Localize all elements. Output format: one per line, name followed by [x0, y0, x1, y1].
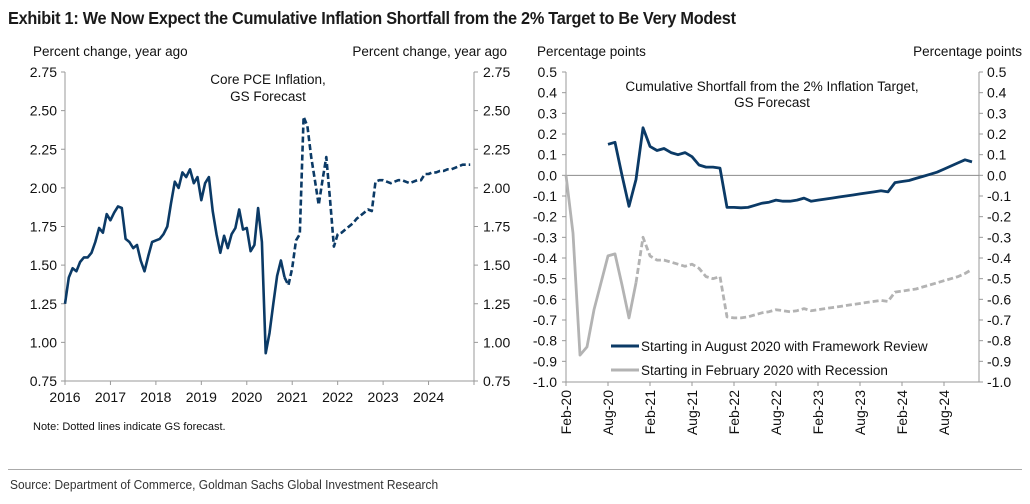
- y-tick-label-left: 2.25: [30, 141, 57, 157]
- left-chart-note: Note: Dotted lines indicate GS forecast.: [33, 421, 226, 433]
- y-tick-label-right: 0.5: [987, 64, 1007, 80]
- left-chart-title-line2: GS Forecast: [230, 89, 306, 104]
- y-tick-label-right: 0.4: [987, 85, 1007, 101]
- x-tick-label: Aug-22: [768, 390, 784, 435]
- y-tick-label-right: 2.50: [483, 103, 510, 119]
- x-tick-label: 2022: [322, 389, 353, 405]
- x-tick-label: Aug-20: [600, 390, 616, 435]
- y-tick-label-left: 1.50: [30, 257, 57, 273]
- x-tick-label: Feb-20: [558, 390, 574, 435]
- y-tick-label-left: 0.2: [538, 126, 558, 142]
- y-tick-label-left: 1.25: [30, 296, 57, 312]
- y-tick-label-right: -0.7: [987, 312, 1011, 328]
- x-tick-label: Aug-21: [684, 390, 700, 435]
- y-tick-label-right: 0.0: [987, 167, 1007, 183]
- y-tick-label-left: 2.00: [30, 180, 57, 196]
- y-tick-label-left: 1.00: [30, 334, 57, 350]
- y-tick-label-right: 0.75: [483, 373, 510, 389]
- y-tick-label-right: 2.25: [483, 141, 510, 157]
- y-tick-label-right: 0.1: [987, 147, 1007, 163]
- y-tick-label-left: -1.0: [533, 374, 557, 390]
- x-tick-label: 2019: [186, 389, 217, 405]
- x-tick-label: Aug-23: [852, 390, 868, 435]
- x-tick-label: 2021: [277, 389, 308, 405]
- core-pce-chart: Percent change, year ago Percent change,…: [30, 44, 511, 433]
- y-tick-label-left: -0.2: [533, 209, 557, 225]
- y-tick-label-right: -0.8: [987, 333, 1011, 349]
- source-divider: [8, 469, 1022, 470]
- y-tick-label-right: 1.75: [483, 219, 510, 235]
- y-tick-label-left: 0.4: [538, 85, 558, 101]
- x-tick-label: 2020: [231, 389, 262, 405]
- y-tick-label-left: -0.5: [533, 271, 557, 287]
- y-tick-label-right: -0.9: [987, 353, 1011, 369]
- y-tick-label-right: 1.50: [483, 257, 510, 273]
- y-tick-label-left: 0.0: [538, 167, 558, 183]
- y-tick-label-left: -0.4: [533, 250, 557, 266]
- cumulative-shortfall-chart: Percentage points Percentage points Cumu…: [533, 44, 1022, 435]
- y-tick-label-left: 0.3: [538, 105, 558, 121]
- y-tick-label-right: -0.6: [987, 291, 1011, 307]
- y-tick-label-left: -0.3: [533, 229, 557, 245]
- framework-review-series-line: [607, 126, 973, 210]
- y-tick-label-right: 0.2: [987, 126, 1007, 142]
- right-ylabel-left: Percentage points: [537, 44, 646, 59]
- x-tick-label: 2016: [49, 389, 80, 405]
- x-tick-label: 2024: [413, 389, 444, 405]
- left-chart-title-line1: Core PCE Inflation,: [210, 72, 326, 87]
- y-tick-label-right: -0.1: [987, 188, 1011, 204]
- y-tick-label-left: 2.75: [30, 64, 57, 80]
- y-tick-label-left: 0.75: [30, 373, 57, 389]
- exhibit-title: Exhibit 1: We Now Expect the Cumulative …: [8, 8, 736, 28]
- core-pce-forecast-line: [283, 115, 471, 287]
- y-tick-label-left: 1.75: [30, 219, 57, 235]
- y-tick-label-left: -0.7: [533, 312, 557, 328]
- y-tick-label-right: 1.00: [483, 334, 510, 350]
- y-tick-label-right: -0.2: [987, 209, 1011, 225]
- right-ylabel-right: Percentage points: [913, 44, 1022, 59]
- right-chart-title-line2: GS Forecast: [734, 95, 810, 110]
- y-tick-label-left: -0.6: [533, 291, 557, 307]
- recession-series-forecast-line: [634, 235, 973, 320]
- y-tick-label-right: -0.3: [987, 229, 1011, 245]
- y-tick-label-left: -0.9: [533, 353, 557, 369]
- y-tick-label-left: -0.8: [533, 333, 557, 349]
- x-tick-label: Feb-22: [726, 390, 742, 435]
- x-tick-label: Feb-21: [642, 390, 658, 435]
- source-note: Source: Department of Commerce, Goldman …: [10, 477, 439, 492]
- x-tick-label: Feb-23: [810, 390, 826, 435]
- y-tick-label-left: 0.5: [538, 64, 558, 80]
- y-tick-label-right: -0.4: [987, 250, 1011, 266]
- right-chart-title-line1: Cumulative Shortfall from the 2% Inflati…: [625, 79, 918, 94]
- left-ylabel-right: Percent change, year ago: [352, 44, 507, 59]
- y-tick-label-right: -0.5: [987, 271, 1011, 287]
- legend-label-framework-review: Starting in August 2020 with Framework R…: [641, 339, 928, 354]
- x-tick-label: 2017: [95, 389, 126, 405]
- y-tick-label-right: -1.0: [987, 374, 1011, 390]
- y-tick-label-left: 0.1: [538, 147, 558, 163]
- x-tick-label: 2023: [368, 389, 399, 405]
- y-tick-label-right: 2.75: [483, 64, 510, 80]
- x-tick-label: 2018: [140, 389, 171, 405]
- x-tick-label: Feb-24: [894, 390, 910, 435]
- y-tick-label-left: -0.1: [533, 188, 557, 204]
- x-tick-label: Aug-24: [936, 390, 952, 435]
- legend-label-recession: Starting in February 2020 with Recession: [641, 363, 888, 378]
- y-tick-label-right: 1.25: [483, 296, 510, 312]
- y-tick-label-left: 2.50: [30, 103, 57, 119]
- legend: Starting in August 2020 with Framework R…: [611, 339, 928, 378]
- recession-series-actual-line: [564, 175, 638, 357]
- core-pce-actual-line: [63, 168, 286, 355]
- y-tick-label-right: 0.3: [987, 105, 1007, 121]
- y-tick-label-right: 2.00: [483, 180, 510, 196]
- left-ylabel-left: Percent change, year ago: [33, 44, 188, 59]
